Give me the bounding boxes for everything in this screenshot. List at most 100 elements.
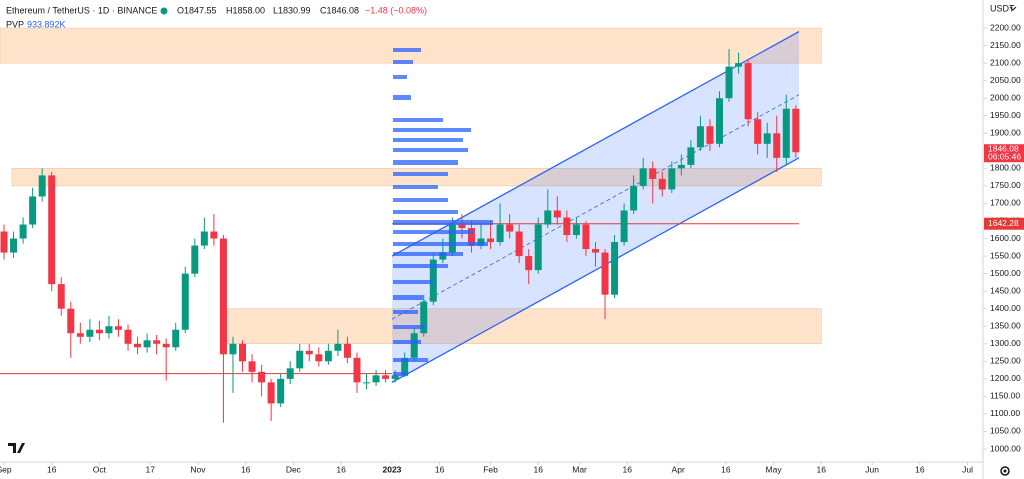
candle-body: [639, 168, 647, 186]
tv-logo: [8, 443, 25, 453]
symbol-title: Ethereum / TetherUS · 1D · BINANCE: [6, 5, 157, 15]
settings-icon[interactable]: [1000, 466, 1010, 476]
volume-profile: [393, 48, 493, 376]
x-tick-label: Nov: [190, 464, 206, 474]
x-tick-label: 16: [47, 464, 57, 474]
high-text: H1858.00: [226, 5, 265, 15]
candle-body: [696, 126, 704, 148]
candle-body: [181, 273, 189, 330]
y-tick-label: 1100.00: [990, 408, 1020, 418]
y-tick-label: 1200.00: [990, 373, 1021, 383]
x-tick-label: Sep: [0, 464, 12, 474]
candle-body: [487, 238, 495, 243]
candle-body: [506, 224, 514, 232]
candle-body: [467, 228, 475, 246]
y-tick-label: 1300.00: [990, 338, 1021, 348]
candle-body: [706, 126, 714, 144]
y-tick-label: 1250.00: [990, 356, 1021, 366]
x-tick-label: Apr: [672, 464, 685, 474]
candle-body: [410, 333, 418, 358]
candle-body: [716, 98, 724, 144]
x-tick-label: 16: [817, 464, 827, 474]
candle-body: [448, 224, 456, 253]
last-price-tag: [984, 144, 1024, 163]
candle-body: [19, 224, 27, 239]
x-tick-label: May: [766, 464, 783, 474]
candle-body: [553, 210, 561, 218]
currency-caret[interactable]: [1009, 6, 1017, 11]
candle-body: [782, 108, 790, 158]
x-tick-label: 16: [241, 464, 251, 474]
candle-body: [687, 147, 695, 165]
candle-body: [124, 329, 132, 344]
candle-body: [763, 133, 771, 144]
y-tick-label: 2100.00: [990, 57, 1021, 67]
candle-body: [458, 224, 466, 229]
y-tick-label: 1900.00: [990, 128, 1021, 138]
y-tick-label: 1750.00: [990, 180, 1021, 190]
candle-body: [591, 249, 599, 253]
countdown-label: 06:05:46: [988, 151, 1021, 161]
y-tick-label: 1000.00: [990, 443, 1021, 453]
candle-body: [48, 175, 56, 285]
y-tick-label: 1450.00: [990, 285, 1021, 295]
indicator-name: PVP: [6, 19, 24, 29]
candle-body: [305, 350, 313, 355]
y-tick-label: 1950.00: [990, 110, 1021, 120]
x-tick-label: Jun: [865, 464, 879, 474]
candle-body: [334, 343, 342, 351]
y-tick-label: 2150.00: [990, 40, 1021, 50]
indicator-value: 933.892K: [27, 19, 66, 29]
candle-body: [420, 301, 428, 334]
channel-mid: [391, 94, 800, 320]
candle-body: [401, 357, 409, 376]
candle-body: [534, 224, 542, 271]
y-tick-label: 1700.00: [990, 198, 1021, 208]
candle-body: [582, 224, 590, 250]
candle-body: [754, 119, 762, 144]
candle-body: [210, 231, 218, 239]
candle-body: [572, 224, 580, 236]
candle-body: [668, 168, 676, 190]
x-tick-label: 16: [721, 464, 731, 474]
candle-body: [248, 361, 256, 372]
candle-body: [496, 224, 504, 243]
candle-body: [0, 231, 8, 253]
x-tick-label: Dec: [286, 464, 302, 474]
candle-body: [725, 66, 733, 99]
candle-body: [76, 333, 84, 337]
change-text: −1.48 (−0.08%): [365, 5, 427, 15]
candle-body: [744, 63, 752, 120]
x-tick-label: 2023: [383, 464, 402, 474]
x-tick-label: Mar: [572, 464, 587, 474]
candle-body: [382, 375, 390, 379]
y-tick-label: 1150.00: [990, 391, 1020, 401]
candle-body: [343, 343, 351, 358]
plot-area: [0, 27, 822, 423]
candle-body: [105, 326, 113, 334]
candle-body: [29, 196, 37, 225]
y-tick-label: 1500.00: [990, 268, 1021, 278]
x-tick-label: 16: [623, 464, 633, 474]
candle-body: [677, 164, 685, 169]
candle-body: [429, 259, 437, 302]
candle-body: [544, 210, 552, 225]
candle-body: [563, 217, 571, 236]
x-tick-label: 16: [534, 464, 544, 474]
candle-body: [372, 375, 380, 383]
candle-body: [391, 375, 399, 379]
close-text: C1846.08: [320, 5, 359, 15]
x-tick-label: 16: [915, 464, 925, 474]
y-tick-label: 1050.00: [990, 426, 1021, 436]
open-text: O1847.55: [177, 5, 217, 15]
candle-body: [439, 252, 447, 260]
zone: [0, 27, 822, 64]
candle-body: [229, 343, 237, 355]
currency[interactable]: USDT: [990, 3, 1015, 13]
candle-body: [57, 284, 65, 309]
candle-body: [143, 340, 151, 348]
candle-body: [10, 238, 18, 253]
candle-body: [38, 175, 46, 197]
candle-body: [286, 368, 294, 379]
